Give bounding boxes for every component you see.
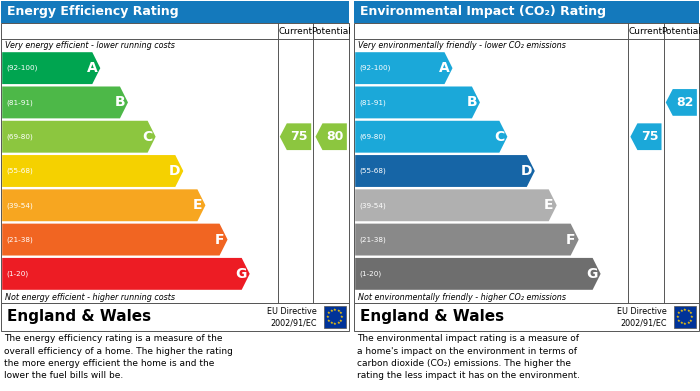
Polygon shape <box>631 123 662 150</box>
Text: 82: 82 <box>676 96 694 109</box>
Text: ★: ★ <box>333 308 337 312</box>
Text: ★: ★ <box>333 322 337 326</box>
Bar <box>354 23 699 303</box>
Text: (39-54): (39-54) <box>6 202 33 208</box>
Text: G: G <box>235 267 246 281</box>
Text: E: E <box>544 198 554 212</box>
Text: (21-38): (21-38) <box>6 236 33 243</box>
Polygon shape <box>2 121 155 152</box>
Text: B: B <box>466 95 477 109</box>
Text: 80: 80 <box>326 130 344 143</box>
Text: Very environmentally friendly - lower CO₂ emissions: Very environmentally friendly - lower CO… <box>358 41 566 50</box>
Text: ★: ★ <box>326 315 330 319</box>
Text: The energy efficiency rating is a measure of the
overall efficiency of a home. T: The energy efficiency rating is a measur… <box>4 334 233 380</box>
Text: The environmental impact rating is a measure of
a home's impact on the environme: The environmental impact rating is a mea… <box>357 334 580 380</box>
FancyBboxPatch shape <box>1 1 349 23</box>
Text: ★: ★ <box>327 312 331 316</box>
Polygon shape <box>666 89 697 116</box>
Text: ★: ★ <box>337 321 340 325</box>
Polygon shape <box>316 123 347 150</box>
Text: ★: ★ <box>330 321 333 325</box>
Text: ★: ★ <box>687 309 690 313</box>
Polygon shape <box>2 155 183 187</box>
Polygon shape <box>2 52 100 84</box>
Text: ★: ★ <box>340 315 344 319</box>
Bar <box>354 303 699 331</box>
Text: EU Directive
2002/91/EC: EU Directive 2002/91/EC <box>267 307 317 327</box>
Polygon shape <box>2 86 128 118</box>
Polygon shape <box>2 189 205 221</box>
Text: D: D <box>169 164 181 178</box>
Text: Potential: Potential <box>662 27 700 36</box>
Text: ★: ★ <box>683 322 687 326</box>
Polygon shape <box>355 189 556 221</box>
Polygon shape <box>355 224 579 255</box>
Text: ★: ★ <box>680 309 683 313</box>
Text: Potential: Potential <box>312 27 351 36</box>
Text: ★: ★ <box>680 321 683 325</box>
Text: ★: ★ <box>690 319 693 323</box>
Text: C: C <box>142 130 153 144</box>
Text: ★: ★ <box>683 308 687 312</box>
Text: ★: ★ <box>687 321 690 325</box>
Text: (92-100): (92-100) <box>359 65 391 72</box>
Text: ★: ★ <box>677 319 681 323</box>
Text: Environmental Impact (CO₂) Rating: Environmental Impact (CO₂) Rating <box>360 5 606 18</box>
Text: Energy Efficiency Rating: Energy Efficiency Rating <box>7 5 178 18</box>
Bar <box>1 303 349 331</box>
Text: ★: ★ <box>676 315 680 319</box>
Polygon shape <box>355 155 535 187</box>
FancyBboxPatch shape <box>354 1 699 23</box>
Text: E: E <box>193 198 202 212</box>
Text: ★: ★ <box>327 319 331 323</box>
Text: (21-38): (21-38) <box>359 236 386 243</box>
Text: D: D <box>520 164 532 178</box>
Polygon shape <box>2 224 228 255</box>
Text: (69-80): (69-80) <box>359 133 386 140</box>
Text: Not energy efficient - higher running costs: Not energy efficient - higher running co… <box>5 293 175 302</box>
Text: G: G <box>586 267 598 281</box>
Text: EU Directive
2002/91/EC: EU Directive 2002/91/EC <box>617 307 667 327</box>
Text: Very energy efficient - lower running costs: Very energy efficient - lower running co… <box>5 41 175 50</box>
Text: Not environmentally friendly - higher CO₂ emissions: Not environmentally friendly - higher CO… <box>358 293 566 302</box>
Text: (69-80): (69-80) <box>6 133 33 140</box>
Text: A: A <box>439 61 449 75</box>
Text: C: C <box>494 130 505 144</box>
Polygon shape <box>355 121 507 152</box>
Bar <box>324 306 346 328</box>
Text: F: F <box>566 233 575 247</box>
Text: ★: ★ <box>690 315 694 319</box>
Text: (1-20): (1-20) <box>359 271 381 277</box>
Polygon shape <box>280 123 312 150</box>
Text: (81-91): (81-91) <box>6 99 33 106</box>
Text: ★: ★ <box>677 312 681 316</box>
Text: (55-68): (55-68) <box>359 168 386 174</box>
Text: F: F <box>215 233 225 247</box>
Text: England & Wales: England & Wales <box>360 310 504 325</box>
Text: ★: ★ <box>340 312 343 316</box>
Text: (92-100): (92-100) <box>6 65 37 72</box>
Text: Current: Current <box>629 27 663 36</box>
Text: A: A <box>87 61 97 75</box>
Polygon shape <box>355 52 452 84</box>
Text: ★: ★ <box>340 319 343 323</box>
Text: ★: ★ <box>337 309 340 313</box>
Text: England & Wales: England & Wales <box>7 310 151 325</box>
Text: 75: 75 <box>640 130 658 143</box>
Polygon shape <box>2 258 250 290</box>
Text: ★: ★ <box>690 312 693 316</box>
Polygon shape <box>355 86 480 118</box>
Polygon shape <box>355 258 601 290</box>
Text: (81-91): (81-91) <box>359 99 386 106</box>
Text: Current: Current <box>279 27 313 36</box>
Bar <box>674 306 696 328</box>
Text: B: B <box>114 95 125 109</box>
Text: ★: ★ <box>330 309 333 313</box>
Text: (39-54): (39-54) <box>359 202 386 208</box>
Bar <box>1 23 349 303</box>
Text: 75: 75 <box>290 130 308 143</box>
Text: (1-20): (1-20) <box>6 271 28 277</box>
Text: (55-68): (55-68) <box>6 168 33 174</box>
